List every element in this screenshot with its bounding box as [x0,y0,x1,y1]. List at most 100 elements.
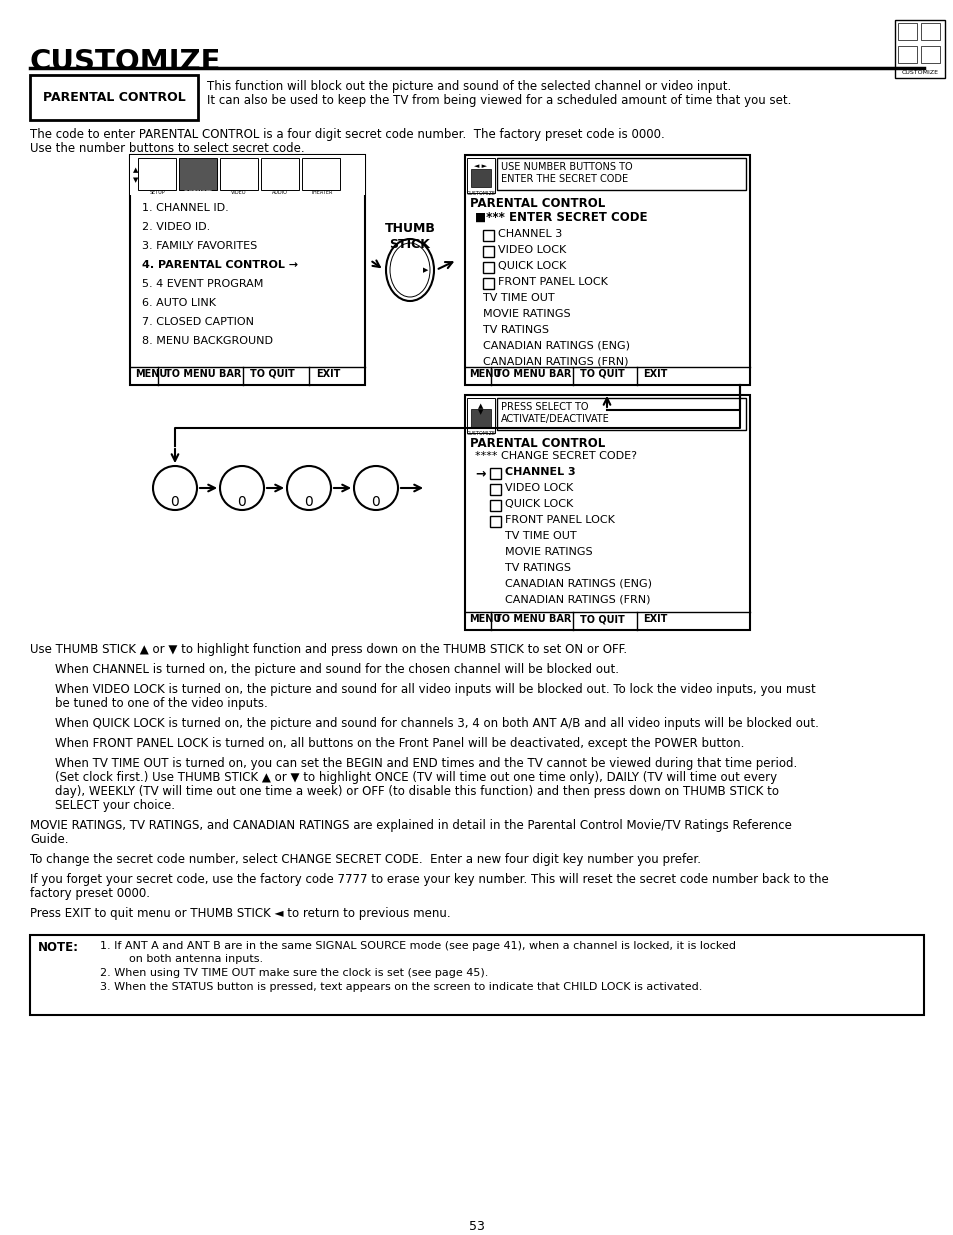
Circle shape [287,466,331,510]
Text: To change the secret code number, select CHANGE SECRET CODE.  Enter a new four d: To change the secret code number, select… [30,853,700,866]
Text: MOVIE RATINGS: MOVIE RATINGS [482,309,570,319]
Bar [482,262,494,273]
Text: The code to enter PARENTAL CONTROL is a four digit secret code number.  The fact: The code to enter PARENTAL CONTROL is a … [30,128,664,141]
Text: MENU: MENU [469,614,500,624]
Bar [261,158,298,190]
Text: If you forget your secret code, use the factory code 7777 to erase your key numb: If you forget your secret code, use the … [30,873,828,885]
Text: ▶: ▶ [423,267,428,273]
Text: TO QUIT: TO QUIT [579,369,624,379]
Text: FRONT PANEL LOCK: FRONT PANEL LOCK [504,515,615,525]
Text: **** CHANGE SECRET CODE?: **** CHANGE SECRET CODE? [475,451,637,461]
Text: ▲
▼: ▲ ▼ [477,403,483,415]
Text: NOTE:: NOTE: [38,941,79,953]
Bar [482,230,494,241]
Text: (Set clock first.) Use THUMB STICK ▲ or ▼ to highlight ONCE (TV will time out on: (Set clock first.) Use THUMB STICK ▲ or … [55,771,777,784]
Bar [464,156,749,385]
Text: CUSTOMIZE: CUSTOMIZE [30,48,221,77]
Text: Press EXIT to quit menu or THUMB STICK ◄ to return to previous menu.: Press EXIT to quit menu or THUMB STICK ◄… [30,906,450,920]
Text: 1. If ANT A and ANT B are in the same SIGNAL SOURCE mode (see page 41), when a c: 1. If ANT A and ANT B are in the same SI… [100,941,735,951]
Text: →: → [475,467,485,480]
Text: CANADIAN RATINGS (FRN): CANADIAN RATINGS (FRN) [504,595,650,605]
Bar [138,158,175,190]
Text: 0: 0 [304,495,313,509]
Text: EXIT: EXIT [642,614,667,624]
Text: day), WEEKLY (TV will time out one time a week) or OFF (to disable this function: day), WEEKLY (TV will time out one time … [55,785,779,798]
Text: 4. PARENTAL CONTROL →: 4. PARENTAL CONTROL → [142,261,297,270]
Bar [920,23,939,40]
Text: MENU: MENU [135,369,167,379]
Text: 1. CHANNEL ID.: 1. CHANNEL ID. [142,203,229,212]
Bar [897,23,916,40]
Text: 5. 4 EVENT PROGRAM: 5. 4 EVENT PROGRAM [142,279,263,289]
Text: CHANNEL 3: CHANNEL 3 [504,467,575,477]
Text: CUSTOMIZE: CUSTOMIZE [466,191,495,196]
Circle shape [152,466,196,510]
Bar [482,246,494,257]
Text: CUSTOMIZE: CUSTOMIZE [466,431,495,436]
Bar [179,158,216,190]
Bar [30,935,923,1015]
Text: When VIDEO LOCK is turned on, the picture and sound for all video inputs will be: When VIDEO LOCK is turned on, the pictur… [55,683,815,697]
Text: THUMB
STICK: THUMB STICK [384,222,435,251]
Bar [894,20,944,78]
Bar [302,158,339,190]
Bar [897,46,916,63]
Text: QUICK LOCK: QUICK LOCK [497,261,566,270]
Text: VIDEO: VIDEO [231,190,247,195]
Text: QUICK LOCK: QUICK LOCK [504,499,573,509]
Text: AUDIO: AUDIO [272,190,288,195]
Text: CUSTOMIZE: CUSTOMIZE [183,190,213,195]
Text: USE NUMBER BUTTONS TO
ENTER THE SECRET CODE: USE NUMBER BUTTONS TO ENTER THE SECRET C… [500,162,632,184]
Text: ▲: ▲ [132,167,138,173]
Text: PARENTAL CONTROL: PARENTAL CONTROL [470,198,604,210]
Text: TO MENU BAR: TO MENU BAR [495,369,571,379]
Text: 2. When using TV TIME OUT make sure the clock is set (see page 45).: 2. When using TV TIME OUT make sure the … [100,968,488,978]
Text: TO MENU BAR: TO MENU BAR [165,369,241,379]
Text: SELECT your choice.: SELECT your choice. [55,799,174,811]
Text: 0: 0 [372,495,380,509]
Circle shape [220,466,264,510]
Bar [467,398,495,433]
Text: TV TIME OUT: TV TIME OUT [482,293,554,303]
Text: EXIT: EXIT [315,369,340,379]
Bar [220,158,257,190]
Text: ■*** ENTER SECRET CODE: ■*** ENTER SECRET CODE [475,211,647,224]
Bar [920,46,939,63]
Text: CANADIAN RATINGS (FRN): CANADIAN RATINGS (FRN) [482,357,628,367]
Text: It can also be used to keep the TV from being viewed for a scheduled amount of t: It can also be used to keep the TV from … [207,94,791,107]
Text: VIDEO LOCK: VIDEO LOCK [504,483,573,493]
Text: 0: 0 [171,495,179,509]
Text: Guide.: Guide. [30,832,69,846]
Bar [490,500,500,511]
Text: EXIT: EXIT [642,369,667,379]
Ellipse shape [390,243,430,296]
Text: CANADIAN RATINGS (ENG): CANADIAN RATINGS (ENG) [504,579,651,589]
Text: 53: 53 [469,1220,484,1233]
Text: THEATER: THEATER [310,190,332,195]
Bar [471,169,491,186]
Text: When QUICK LOCK is turned on, the picture and sound for channels 3, 4 on both AN: When QUICK LOCK is turned on, the pictur… [55,718,818,730]
Bar [490,516,500,527]
Text: When CHANNEL is turned on, the picture and sound for the chosen channel will be : When CHANNEL is turned on, the picture a… [55,663,618,676]
Text: TV TIME OUT: TV TIME OUT [504,531,576,541]
Text: CANADIAN RATINGS (ENG): CANADIAN RATINGS (ENG) [482,341,629,351]
Bar [130,156,365,385]
Bar [490,484,500,495]
Text: factory preset 0000.: factory preset 0000. [30,887,150,900]
Text: 2. VIDEO ID.: 2. VIDEO ID. [142,222,210,232]
Text: PARENTAL CONTROL: PARENTAL CONTROL [470,437,604,450]
Text: PARENTAL CONTROL: PARENTAL CONTROL [43,91,185,104]
Text: PRESS SELECT TO
ACTIVATE/DEACTIVATE: PRESS SELECT TO ACTIVATE/DEACTIVATE [500,403,609,424]
Bar [464,395,749,630]
Bar [490,468,500,479]
Text: When TV TIME OUT is turned on, you can set the BEGIN and END times and the TV ca: When TV TIME OUT is turned on, you can s… [55,757,797,769]
Text: 6. AUTO LINK: 6. AUTO LINK [142,298,215,308]
Text: TO QUIT: TO QUIT [250,369,294,379]
Ellipse shape [386,240,434,301]
Text: TO QUIT: TO QUIT [579,614,624,624]
Text: ▼: ▼ [132,177,138,183]
Text: When FRONT PANEL LOCK is turned on, all buttons on the Front Panel will be deact: When FRONT PANEL LOCK is turned on, all … [55,737,743,750]
Text: CUSTOMIZE: CUSTOMIZE [901,70,938,75]
Text: TV RATINGS: TV RATINGS [504,563,571,573]
Text: 3. When the STATUS button is pressed, text appears on the screen to indicate tha: 3. When the STATUS button is pressed, te… [100,982,701,992]
